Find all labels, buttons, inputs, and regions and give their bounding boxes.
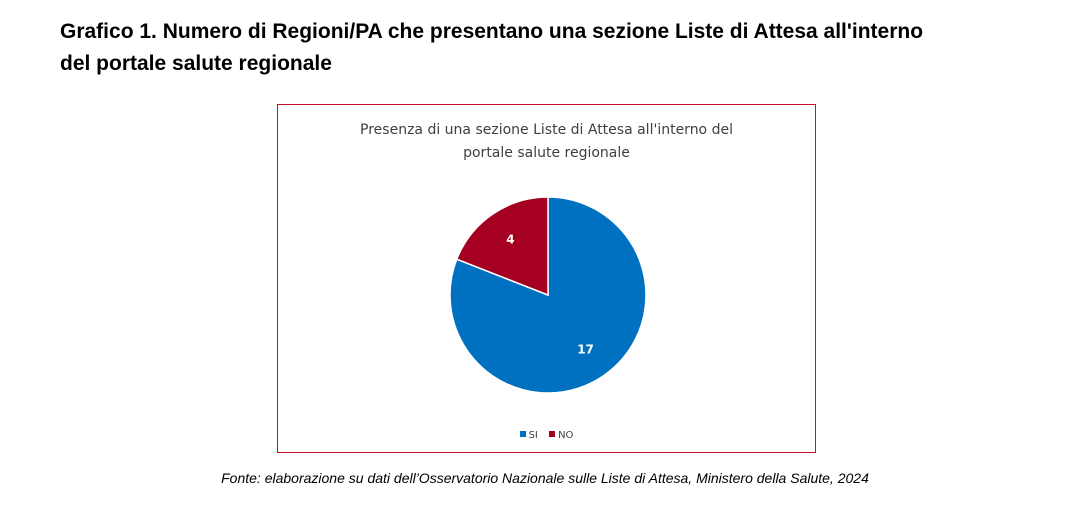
source-note: Fonte: elaborazione su dati dell’Osserva…	[221, 470, 869, 486]
page-heading-line-2: del portale salute regionale	[60, 52, 332, 75]
pie-slice-no	[455, 196, 549, 297]
page-heading: Grafico 1. Numero di Regioni/PA che pres…	[60, 16, 1050, 80]
pie-chart: 17 4	[449, 196, 647, 394]
legend-item-no: NO	[549, 430, 573, 441]
page-heading-line-1: Grafico 1. Numero di Regioni/PA che pres…	[60, 20, 924, 43]
data-label-si: 17	[577, 343, 594, 357]
chart-title-line-1: Presenza di una sezione Liste di Attesa …	[360, 122, 733, 138]
data-label-no: 4	[506, 232, 514, 246]
legend-swatch-si	[519, 431, 526, 437]
legend-label-si: SI	[528, 430, 538, 441]
chart-frame: Presenza di una sezione Liste di Attesa …	[277, 104, 816, 453]
legend-item-si: SI	[519, 430, 538, 441]
legend: SI NO	[278, 430, 815, 441]
chart-title-line-2: portale salute regionale	[463, 145, 630, 161]
legend-swatch-no	[549, 431, 556, 437]
legend-label-no: NO	[558, 430, 574, 441]
chart-title: Presenza di una sezione Liste di Attesa …	[278, 119, 815, 165]
